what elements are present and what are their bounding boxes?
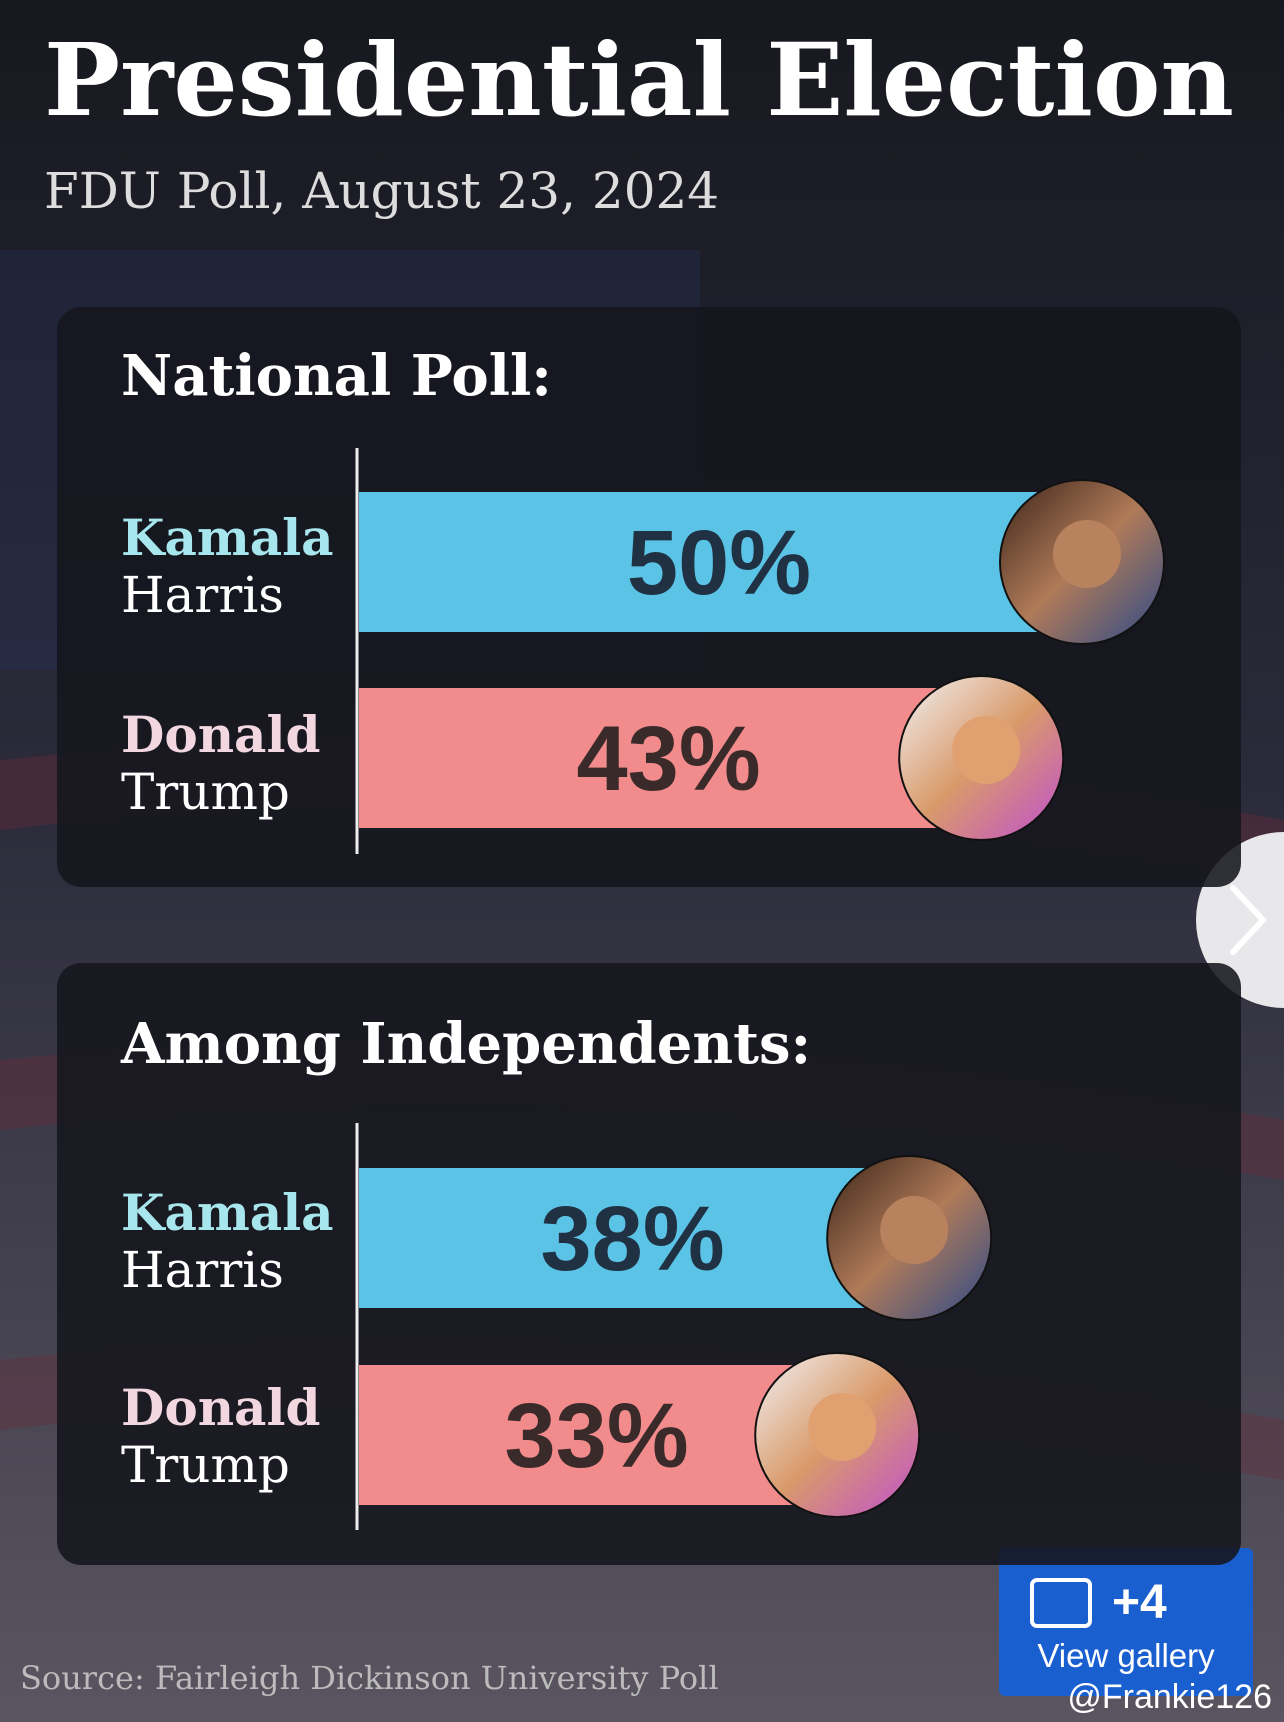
bar — [359, 1168, 907, 1308]
title: Presidential Election — [44, 21, 1234, 139]
category-label: Trump — [121, 1436, 290, 1494]
category-label: Donald — [121, 1378, 320, 1437]
charts: National Poll:50%KamalaHarris43%DonaldTr… — [57, 307, 1241, 1565]
next-icon — [1230, 885, 1268, 955]
category-label: Harris — [121, 1241, 284, 1299]
value-label: 50% — [627, 512, 811, 614]
value-label: 38% — [541, 1188, 725, 1290]
gallery-label: View gallery — [1037, 1637, 1215, 1674]
panel-title: National Poll: — [121, 343, 552, 409]
category-label: Donald — [121, 705, 320, 764]
value-label: 43% — [577, 708, 761, 810]
source: Source: Fairleigh Dickinson University P… — [20, 1659, 719, 1697]
category-label: Trump — [121, 763, 290, 821]
gallery-button[interactable] — [999, 1548, 1253, 1696]
category-label: Harris — [121, 566, 284, 624]
category-label: Kamala — [121, 1183, 334, 1242]
gallery-count: +4 — [1112, 1576, 1167, 1629]
candidate-face — [1053, 520, 1121, 588]
candidate-face — [880, 1196, 949, 1264]
category-label: Kamala — [121, 508, 334, 567]
bar — [359, 688, 979, 828]
bar — [359, 492, 1079, 632]
gallery-icon — [1030, 1578, 1092, 1628]
candidate-face — [952, 716, 1021, 784]
subtitle: FDU Poll, August 23, 2024 — [44, 162, 719, 220]
watermark: @Frankie126 — [1067, 1678, 1272, 1716]
panel-title: Among Independents: — [120, 1011, 811, 1077]
candidate-face — [808, 1393, 877, 1461]
value-label: 33% — [505, 1385, 689, 1487]
